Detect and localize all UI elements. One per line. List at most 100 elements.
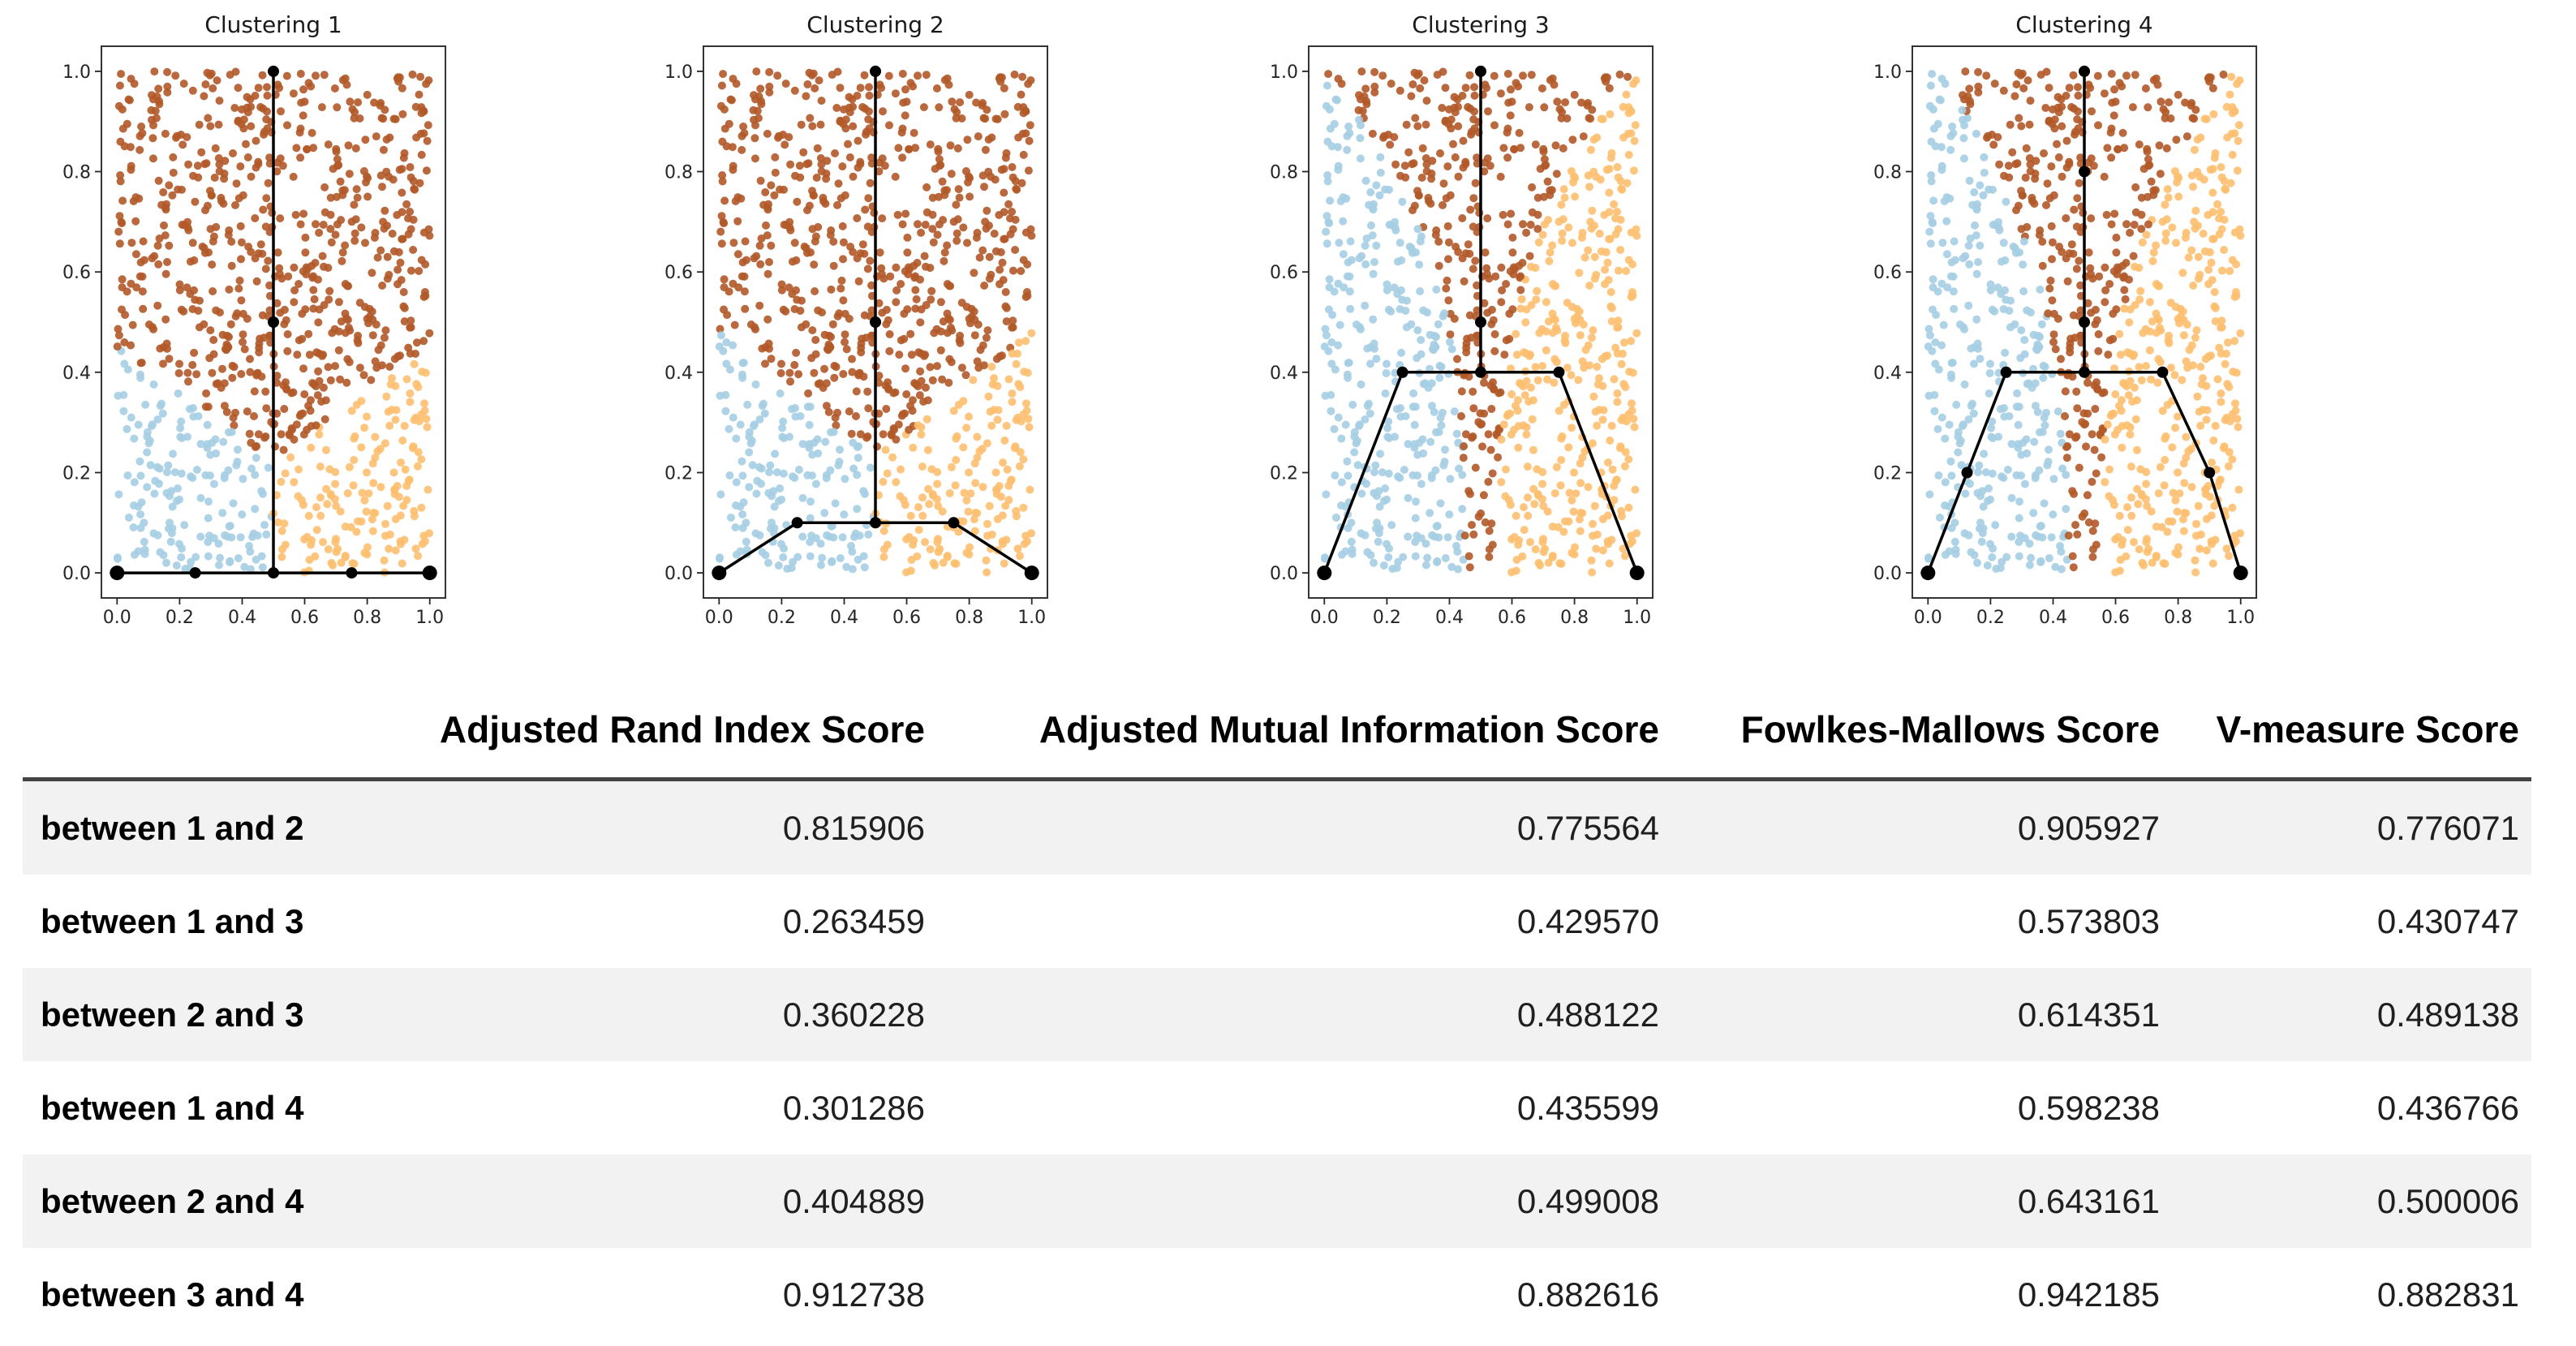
y-tick-label: 0.8 [1873, 163, 1902, 183]
tree-node [2157, 366, 2169, 378]
y-tick-label: 0.4 [62, 363, 91, 384]
ami-value: 0.499008 [1516, 1181, 1659, 1220]
ami-value: 0.488122 [1516, 995, 1659, 1034]
plot-title: Clustering 1 [204, 11, 342, 38]
tree-node [2079, 65, 2090, 77]
ari-value: 0.301286 [782, 1088, 925, 1127]
fm-value: 0.942185 [2017, 1275, 2160, 1314]
ami-value: 0.882616 [1516, 1275, 1659, 1314]
ari-value: 0.404889 [782, 1181, 925, 1220]
tree-node [1961, 467, 1973, 479]
y-tick-label: 0.2 [664, 464, 693, 484]
tree-node [2079, 366, 2090, 378]
row-label: between 3 and 4 [41, 1275, 304, 1314]
row-label: between 2 and 3 [41, 995, 304, 1034]
score-table-header: Adjusted Rand Index Score Adjusted Mutua… [23, 682, 2531, 777]
x-tick-label: 0.8 [955, 608, 983, 628]
clustering-figure: Clustering 1 0.0 0.2 0.4 0.6 0.8 1.0 0.0 0.2 0.4 0… [0, 0, 2576, 649]
y-tick-label: 1.0 [1270, 62, 1298, 83]
y-tick-label: 1.0 [1873, 62, 1902, 83]
x-tick-label: 1.0 [415, 608, 444, 628]
col-header-vm: V-measure Score [2216, 708, 2519, 750]
table-row: between 1 and 2 0.815906 0.775564 0.9059… [23, 781, 2531, 875]
x-tick-label: 0.0 [1914, 608, 1942, 628]
y-tick-label: 0.8 [62, 163, 91, 183]
x-tick-label: 0.8 [1560, 608, 1589, 628]
plot-title: Clustering 4 [2015, 11, 2152, 38]
tree-node [110, 565, 125, 581]
x-tick-label: 0.8 [2164, 608, 2192, 628]
y-tick-label: 0.4 [1873, 363, 1902, 384]
x-axis-ticks: 0.0 0.2 0.4 0.6 0.8 1.0 [1310, 598, 1651, 628]
row-label: between 2 and 4 [41, 1181, 304, 1220]
header-rule [23, 777, 2531, 781]
x-tick-label: 0.4 [1435, 608, 1464, 628]
tree-node [268, 65, 279, 77]
y-axis-ticks: 0.0 0.2 0.4 0.6 0.8 1.0 [1270, 62, 1309, 584]
y-tick-label: 0.6 [62, 263, 91, 283]
x-tick-label: 0.4 [228, 608, 256, 628]
axes-spines [101, 45, 446, 599]
y-tick-label: 0.0 [62, 564, 91, 584]
plot-title: Clustering 3 [1412, 11, 1549, 38]
y-tick-label: 0.8 [1270, 163, 1298, 183]
table-row: between 3 and 4 0.912738 0.882616 0.9421… [23, 1248, 2531, 1341]
x-tick-label: 0.6 [2101, 608, 2130, 628]
tree-node [268, 316, 279, 328]
tree-node [870, 65, 881, 77]
tree-node [2204, 467, 2216, 479]
tree-node [1475, 316, 1486, 328]
y-tick-label: 0.6 [1873, 263, 1902, 283]
x-tick-label: 0.8 [353, 608, 381, 628]
scatter-points [1924, 67, 2245, 577]
y-tick-label: 0.4 [664, 363, 693, 384]
plot-title: Clustering 2 [806, 11, 944, 38]
clustering-1-plot: Clustering 1 0.0 0.2 0.4 0.6 0.8 1.0 0.0 0.2 0.4 0… [49, 0, 471, 641]
y-tick-label: 0.8 [664, 163, 693, 183]
ami-value: 0.435599 [1516, 1088, 1659, 1127]
axes-spines [703, 45, 1048, 599]
x-tick-label: 0.2 [166, 608, 194, 628]
tree-node [2000, 366, 2012, 378]
row-label: between 1 and 3 [41, 901, 304, 940]
tree-node [2233, 565, 2248, 581]
tree-node [870, 517, 881, 529]
y-tick-label: 0.2 [62, 464, 91, 484]
tree-node [346, 567, 358, 579]
scatter-points [113, 67, 434, 577]
fm-value: 0.598238 [2017, 1088, 2160, 1127]
tree-node [1475, 65, 1486, 77]
x-tick-label: 0.0 [705, 608, 733, 628]
tree-node [1317, 565, 1332, 581]
vm-value: 0.776071 [2376, 808, 2519, 847]
vm-value: 0.882831 [2376, 1275, 2519, 1314]
table-row: between 1 and 4 0.301286 0.435599 0.5982… [23, 1061, 2531, 1155]
y-tick-label: 0.0 [664, 564, 693, 584]
scatter-plot-svg: Clustering 40.0 0.2 0.4 0.6 0.8 1.00.00.20.40… [1873, 11, 2257, 628]
x-tick-label: 0.0 [103, 608, 131, 628]
x-tick-label: 1.0 [1623, 608, 1651, 628]
axes-spines [1308, 45, 1654, 599]
x-tick-label: 0.2 [1976, 608, 2005, 628]
x-tick-label: 0.4 [830, 608, 858, 628]
scatter-plot-svg: Clustering 20.0 0.2 0.4 0.6 0.8 1.00.00.20.40… [664, 11, 1048, 628]
vm-value: 0.430747 [2376, 901, 2519, 940]
tree-overlay [1920, 65, 2248, 581]
x-tick-label: 1.0 [2226, 608, 2255, 628]
tree-node [870, 316, 881, 328]
ari-value: 0.360228 [782, 995, 925, 1034]
row-label: between 1 and 2 [41, 808, 304, 847]
x-tick-label: 0.6 [1498, 608, 1526, 628]
table-row: between 2 and 4 0.404889 0.499008 0.6431… [23, 1155, 2531, 1248]
col-header-ari: Adjusted Rand Index Score [439, 708, 925, 750]
x-tick-label: 0.0 [1310, 608, 1339, 628]
clustering-2-plot: Clustering 2 0.0 0.2 0.4 0.6 0.8 1.0 0.0 0.2 0.4 0… [651, 0, 1073, 641]
x-tick-label: 0.6 [290, 608, 319, 628]
row-label: between 1 and 4 [41, 1088, 304, 1127]
tree-node [1396, 366, 1408, 378]
y-tick-label: 0.2 [1270, 464, 1298, 484]
table-row: between 2 and 3 0.360228 0.488122 0.6143… [23, 968, 2531, 1061]
x-axis-ticks: 0.0 0.2 0.4 0.6 0.8 1.0 [1914, 598, 2255, 628]
ari-value: 0.263459 [782, 901, 925, 940]
x-tick-label: 0.2 [1373, 608, 1401, 628]
